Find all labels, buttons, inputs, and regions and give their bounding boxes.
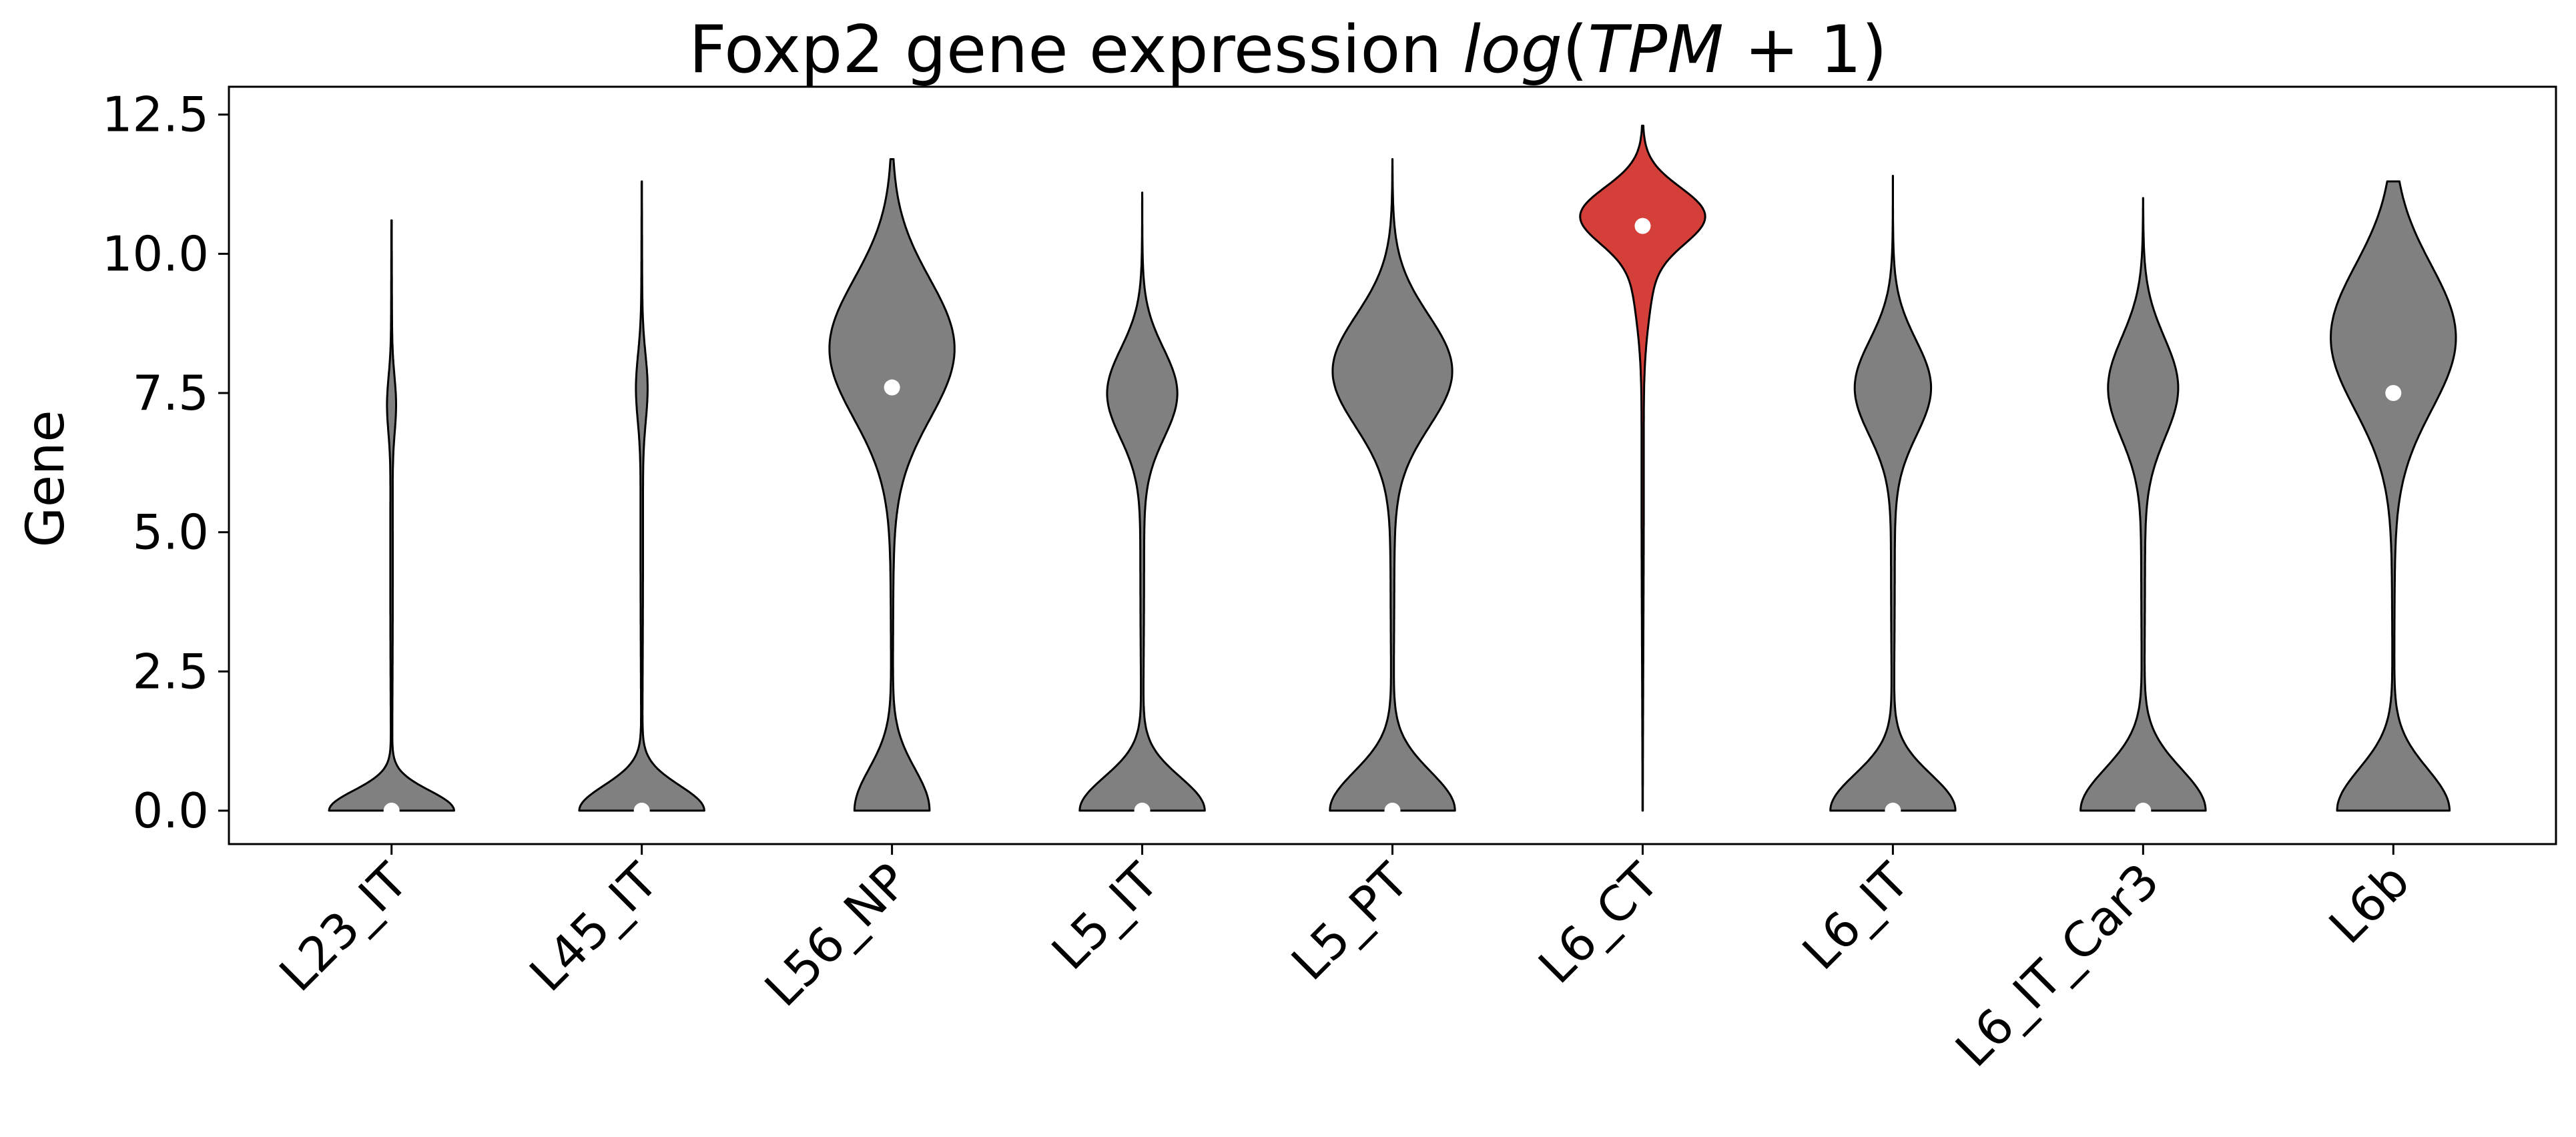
violins-group bbox=[328, 124, 2457, 812]
y-tick-label: 10.0 bbox=[102, 226, 209, 282]
medians-group bbox=[383, 218, 2402, 819]
y-tick-label: 0.0 bbox=[132, 783, 209, 839]
violin-l23-it bbox=[328, 219, 455, 812]
y-axis-label: Gene bbox=[16, 410, 76, 548]
y-tick-label: 7.5 bbox=[132, 365, 209, 421]
x-axis: L23_IT L45_IT L56_NP L5_IT L5_PT L6_CT L6_IT L6… bbox=[269, 844, 2420, 1078]
violin-l5-it bbox=[1078, 192, 1206, 812]
y-tick-label: 12.5 bbox=[102, 87, 209, 143]
chart-title: Foxp2 gene expression log(TPM + 1) bbox=[689, 12, 1887, 88]
x-tick-label: L6_IT bbox=[1792, 852, 1920, 980]
violin-l56-np bbox=[828, 158, 956, 812]
median-marker bbox=[884, 379, 900, 396]
title-math-open: ( bbox=[1562, 12, 1588, 88]
x-tick-label: L6_CT bbox=[1528, 852, 1670, 994]
x-tick-label: L6_IT_Car3 bbox=[1945, 853, 2170, 1078]
x-tick-label: L5_IT bbox=[1041, 852, 1169, 980]
violin-l6-ct bbox=[1579, 124, 1706, 812]
median-marker bbox=[1634, 218, 1651, 234]
violin-l45-it bbox=[578, 180, 705, 812]
title-math-plus: + 1 bbox=[1724, 12, 1862, 88]
violin-l6-it-car3 bbox=[2079, 197, 2207, 812]
violin-l5-pt bbox=[1329, 158, 1456, 812]
plot-area-frame bbox=[228, 85, 2557, 845]
x-tick-label: L5_PT bbox=[1281, 852, 1419, 991]
title-math-tpm: TPM bbox=[1588, 12, 1724, 88]
title-math-close: ) bbox=[1862, 12, 1887, 88]
median-marker bbox=[2135, 802, 2152, 819]
median-marker bbox=[1384, 802, 1401, 819]
y-tick-label: 2.5 bbox=[132, 643, 209, 699]
title-prefix: Foxp2 gene expression bbox=[689, 12, 1462, 88]
violin-l6b bbox=[2330, 180, 2457, 812]
title-math-log: log bbox=[1463, 12, 1562, 88]
y-tick-label: 5.0 bbox=[132, 504, 209, 560]
median-marker bbox=[1134, 802, 1151, 819]
median-marker bbox=[2385, 385, 2402, 402]
y-axis: 0.0 2.5 5.0 7.5 10.0 12.5 bbox=[102, 87, 229, 839]
x-tick-label: L45_IT bbox=[519, 852, 669, 1002]
x-tick-label: L23_IT bbox=[269, 852, 419, 1002]
median-marker bbox=[383, 802, 400, 819]
x-tick-label: L56_NP bbox=[754, 853, 919, 1018]
violin-l6-it bbox=[1829, 175, 1957, 812]
median-marker bbox=[1885, 802, 1901, 819]
x-tick-label: L6b bbox=[2318, 853, 2420, 954]
median-marker bbox=[633, 802, 650, 819]
